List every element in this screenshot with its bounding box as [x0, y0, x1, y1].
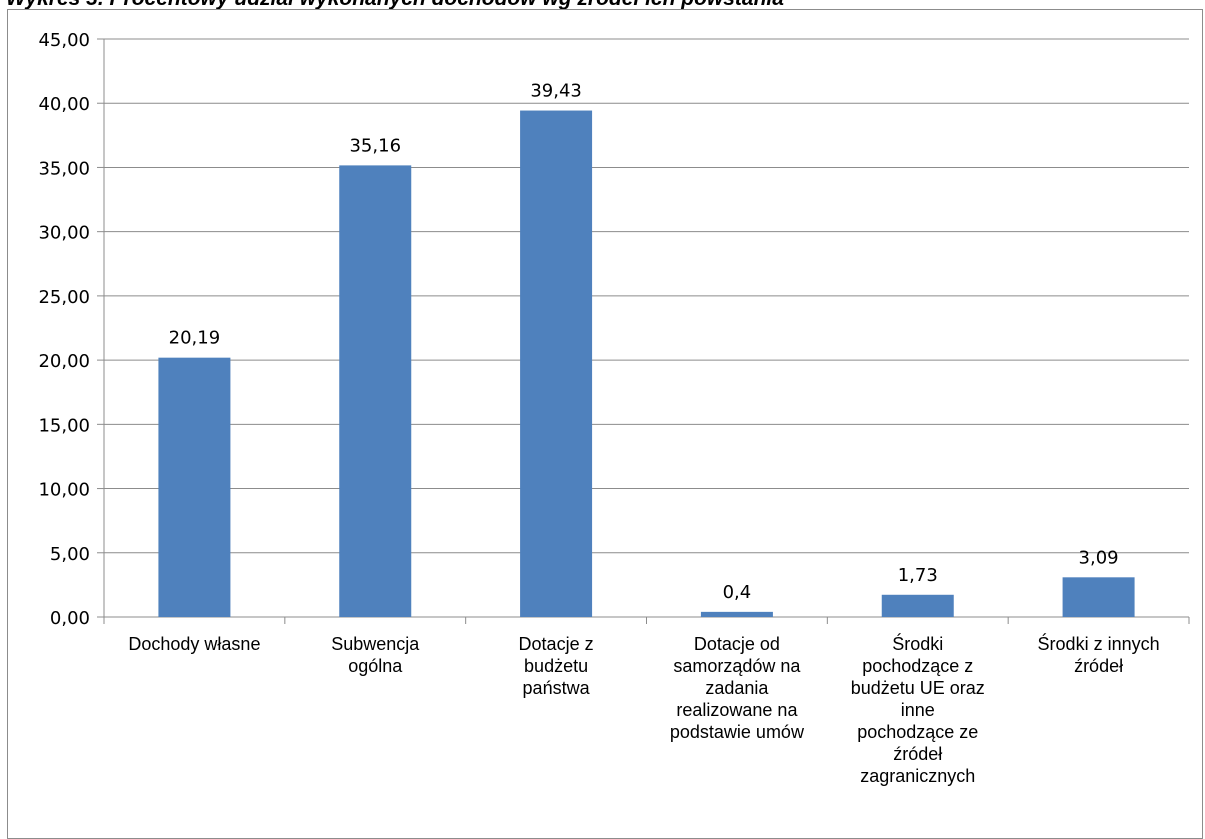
- y-tick-label: 15,00: [38, 415, 90, 436]
- bar: [881, 594, 954, 617]
- y-tick-label: 45,00: [38, 30, 90, 51]
- labels: 0,00 5,00 10,00 15,00 20,00 25,00 30,00 35,00 40…: [38, 30, 1159, 786]
- page-title: Wykres 3. Procentowy udział wykonanych d…: [6, 0, 784, 11]
- data-label: 39,43: [530, 81, 582, 102]
- x-tick-label: Dotacje od: [694, 634, 780, 654]
- x-tick-label: budżetu: [524, 656, 588, 676]
- bar: [1062, 577, 1135, 617]
- y-tick-label: 5,00: [50, 544, 90, 565]
- x-tick-label: Środki z innych: [1038, 633, 1160, 654]
- x-tick-label: budżetu UE oraz: [851, 678, 985, 698]
- x-tick-label: zadania: [705, 678, 769, 698]
- x-tick-label: Dotacje z: [519, 634, 594, 654]
- x-tick-label: pochodzące ze: [857, 722, 978, 742]
- x-tick-label: zagranicznych: [860, 766, 975, 786]
- bars: [158, 110, 1135, 618]
- axes: [97, 38, 1190, 624]
- x-tick-label: pochodzące z: [862, 656, 973, 676]
- x-tick-label: Subwencja: [331, 634, 420, 654]
- x-tick-label: Środki: [892, 633, 943, 654]
- y-tick-label: 10,00: [38, 480, 90, 501]
- y-tick-label: 35,00: [38, 158, 90, 179]
- y-tick-label: 30,00: [38, 223, 90, 244]
- y-tick-label: 40,00: [38, 94, 90, 115]
- data-label: 0,4: [723, 582, 752, 603]
- bar: [339, 165, 412, 617]
- y-tick-label: 25,00: [38, 287, 90, 308]
- y-tick-label: 0,00: [50, 608, 90, 629]
- data-label: 1,73: [898, 565, 938, 586]
- gridlines: [104, 38, 1189, 554]
- x-tick-label: Dochody własne: [128, 634, 260, 654]
- x-tick-label: źródeł: [893, 744, 942, 764]
- x-tick-label: państwa: [523, 678, 591, 698]
- bar: [700, 611, 773, 617]
- bar: [520, 110, 593, 618]
- x-tick-label: ogólna: [348, 656, 403, 676]
- data-label: 20,19: [169, 328, 221, 349]
- data-label: 35,16: [349, 135, 401, 156]
- x-tick-label: inne: [901, 700, 935, 720]
- x-tick-label: podstawie umów: [670, 722, 805, 742]
- data-label: 3,09: [1079, 547, 1119, 568]
- y-tick-label: 20,00: [38, 351, 90, 372]
- x-tick-label: samorządów na: [673, 656, 801, 676]
- x-tick-label: realizowane na: [676, 700, 798, 720]
- bar: [158, 357, 231, 617]
- x-tick-label: źródeł: [1074, 656, 1123, 676]
